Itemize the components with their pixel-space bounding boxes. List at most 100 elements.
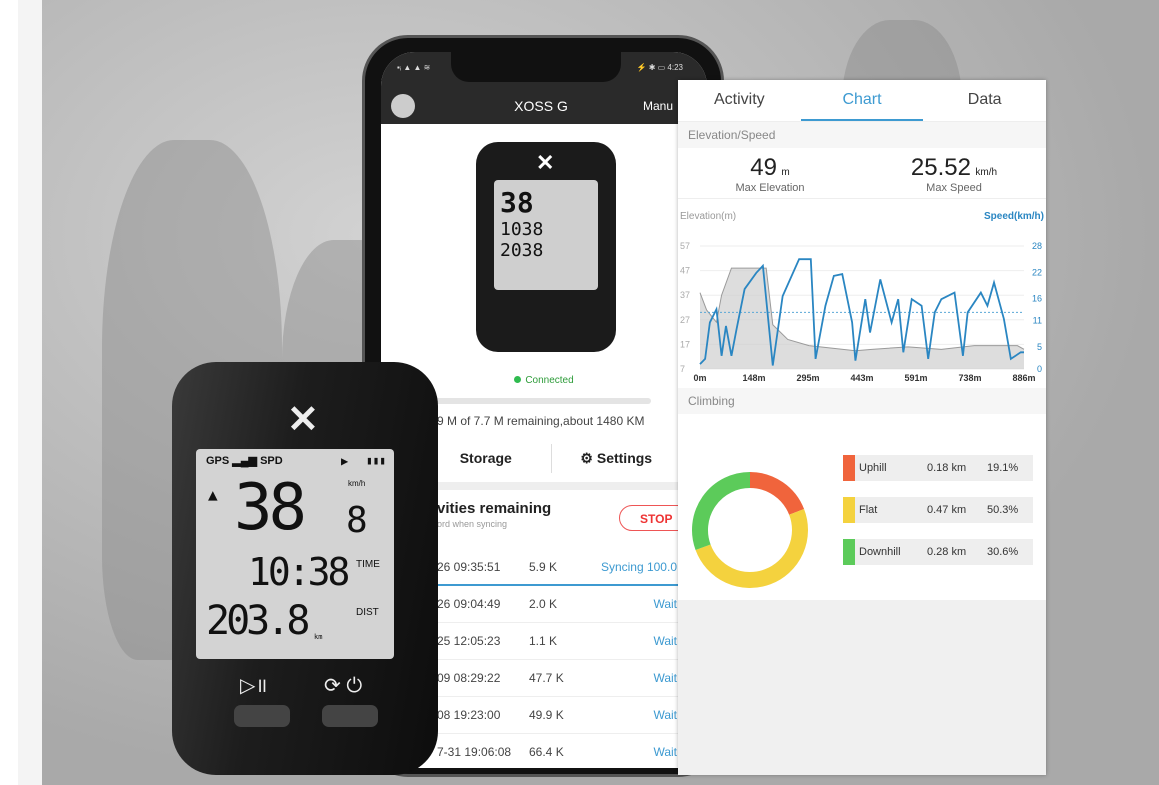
x-tick: 148m: [742, 373, 765, 383]
activity-row[interactable]: 25 12:05:23 1.1 K Wait: [437, 623, 681, 660]
activity-size: 66.4 K: [529, 745, 564, 759]
donut-slice-flat: [695, 509, 808, 588]
avatar[interactable]: [391, 94, 415, 118]
speed-unit: km/h: [348, 479, 366, 488]
x-tick: 0m: [693, 373, 706, 383]
speed-decimal: 8: [346, 500, 368, 541]
max-speed-label: Max Speed: [926, 182, 982, 194]
donut-slice-downhill: [692, 472, 751, 550]
connection-label: Connected: [525, 375, 574, 386]
y-tick: 57: [680, 241, 690, 251]
power-button[interactable]: [322, 705, 378, 727]
activity-date: 08 19:23:00: [437, 708, 501, 722]
activity-row[interactable]: 26 09:04:49 2.0 K Wait: [437, 586, 681, 623]
activity-row[interactable]: 26 09:35:51 5.9 K Syncing 100.0: [437, 549, 681, 586]
legend-item: Downhill 0.28 km 30.6%: [843, 539, 1033, 565]
x-tick: 295m: [796, 373, 819, 383]
activity-date: 09 08:29:22: [437, 671, 501, 685]
phone-notch: [451, 52, 621, 82]
gear-icon: ⚙: [580, 450, 597, 466]
activity-row[interactable]: 09 08:29:22 47.7 K Wait: [437, 660, 681, 697]
max-speed: 25.52 km/h Max Speed: [862, 154, 1046, 198]
climbing-donut: [692, 472, 808, 588]
max-elevation-unit: m: [781, 167, 790, 178]
activity-date: 7-31 19:06:08: [437, 745, 512, 759]
gps-indicator: GPS: [206, 455, 230, 467]
y2-tick: 22: [1032, 267, 1042, 277]
activity-date: 25 12:05:23: [437, 634, 501, 648]
legend-distance: 0.18 km: [927, 462, 967, 474]
x-tick: 738m: [958, 373, 981, 383]
section-elevation-speed: Elevation/Speed: [678, 122, 1046, 148]
sync-power-icon: ⟳ ⏻: [324, 675, 363, 697]
start-pause-button[interactable]: [234, 705, 290, 727]
legend-swatch: [843, 455, 855, 481]
max-speed-unit: km/h: [975, 167, 998, 178]
stats: 49 m Max Elevation 25.52 km/h Max Speed: [678, 148, 1046, 198]
tab-data[interactable]: Data: [967, 91, 1002, 108]
activity-status: Wait: [653, 671, 677, 685]
legend-name: Uphill: [859, 462, 887, 474]
y2-axis-label: Speed(km/h): [984, 211, 1044, 222]
y2-tick: 0: [1037, 364, 1042, 374]
chart-svg: Elevation(m) Speed(km/h) 57 47 37 27 17 7 28 22 16…: [680, 211, 1044, 383]
activity-status: Wait: [653, 708, 677, 722]
time-value: 10:38: [248, 550, 350, 594]
device-lcd: GPS ▂▄▆ SPD ▶ ▮▮▮ ▲ 38 8 km/h 10:38 TIME…: [196, 449, 394, 659]
y-tick: 47: [680, 266, 690, 276]
xoss-logo-icon: ✕: [287, 399, 319, 441]
activity-row[interactable]: 7-31 19:06:08 66.4 K Wait: [437, 734, 681, 768]
battery-icon: ▮▮▮: [366, 454, 386, 467]
legend-name: Downhill: [859, 546, 901, 558]
activity-row[interactable]: 08 19:23:00 49.9 K Wait: [437, 697, 681, 734]
time-label: TIME: [356, 559, 380, 570]
storage-label: Storage: [459, 450, 512, 466]
legend-distance: 0.28 km: [927, 546, 967, 558]
legend-swatch: [843, 497, 855, 523]
mini-speed: 38: [500, 186, 534, 219]
climbing-legend: Uphill 0.18 km 19.1% Flat 0.47 km 50.3% Downhi…: [843, 455, 1033, 581]
dist-value: 203.8: [206, 598, 310, 644]
legend-item: Flat 0.47 km 50.3%: [843, 497, 1033, 523]
legend-percent: 19.1%: [987, 462, 1019, 474]
legend-name: Flat: [859, 504, 878, 516]
activity-status: Syncing 100.0: [600, 559, 677, 574]
storage-progress: [421, 398, 651, 404]
tab-chart[interactable]: Chart: [800, 80, 924, 121]
play-icon: ▶: [341, 454, 349, 468]
legend-distance: 0.47 km: [927, 504, 967, 516]
legend-item: Uphill 0.18 km 19.1%: [843, 455, 1033, 481]
activity-date: 26 09:35:51: [437, 559, 501, 574]
connection-status: Connected: [381, 375, 707, 386]
legend-percent: 30.6%: [987, 546, 1019, 558]
activity-size: 47.7 K: [529, 671, 564, 685]
speed-line: [699, 258, 1024, 366]
elevation-line: [699, 267, 1025, 352]
activities-subtext: ord when syncing: [437, 519, 508, 529]
elevation-speed-chart: Elevation(m) Speed(km/h) 57 47 37 27 17 7 28 22 16…: [678, 198, 1046, 388]
manual-link[interactable]: Manu: [642, 99, 673, 113]
settings-button[interactable]: ⚙ Settings: [550, 444, 682, 473]
spd-indicator: SPD: [260, 455, 283, 467]
bike-computer: ✕ GPS ▂▄▆ SPD ▶ ▮▮▮ ▲ 38 8 km/h 10:38 TI…: [172, 362, 438, 775]
legend-percent: 50.3%: [987, 504, 1019, 516]
y-tick: 27: [680, 315, 690, 325]
donut-slice-uphill: [749, 472, 805, 516]
connected-dot-icon: [514, 376, 522, 383]
device-image: ✕ 38 1038 2038: [476, 142, 616, 352]
app-title: XOSS G: [514, 98, 568, 114]
tab-bar: Activity Chart Data: [678, 80, 1046, 122]
max-elevation-value: 49: [750, 154, 777, 181]
storage-text: 9 M of 7.7 M remaining,about 1480 KM: [437, 414, 645, 428]
play-pause-icon: ▷॥: [240, 675, 268, 697]
speed-value: 38: [234, 471, 307, 545]
xoss-logo-icon: ✕: [536, 150, 555, 175]
activity-size: 1.1 K: [529, 634, 558, 648]
y2-tick: 11: [1033, 316, 1042, 326]
tab-activity[interactable]: Activity: [714, 91, 765, 108]
mini-dist: 2038: [500, 240, 544, 261]
y2-tick: 28: [1032, 241, 1042, 251]
max-elevation-label: Max Elevation: [735, 182, 805, 194]
storage-button[interactable]: Storage: [421, 444, 551, 473]
activity-size: 49.9 K: [529, 708, 564, 722]
